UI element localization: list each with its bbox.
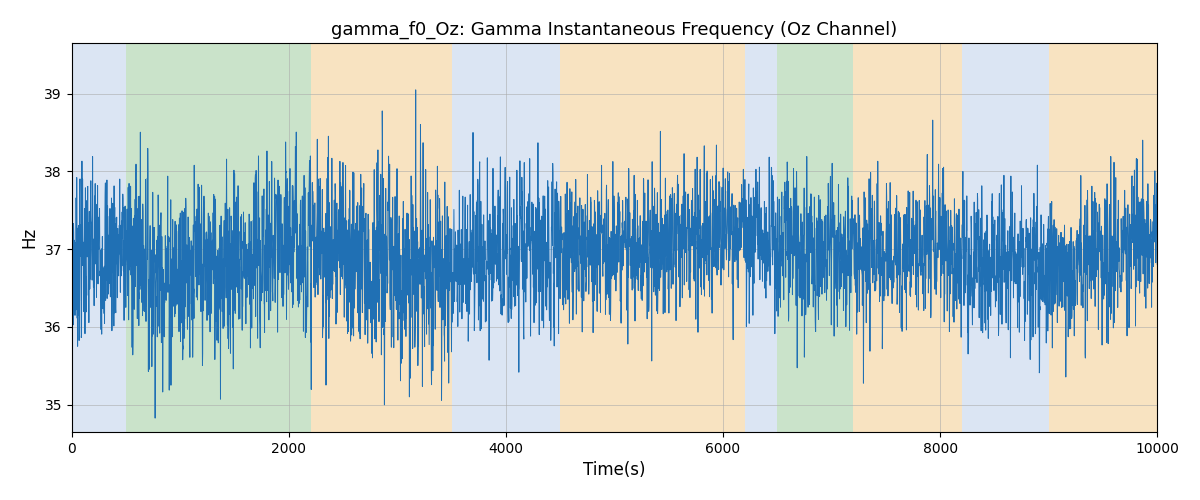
Bar [745, 43, 778, 432]
X-axis label: Time(s): Time(s) [583, 461, 646, 479]
Bar [72, 43, 126, 432]
Bar [778, 43, 853, 432]
Bar [962, 43, 1049, 432]
Y-axis label: Hz: Hz [20, 227, 38, 248]
Bar [1049, 43, 1157, 432]
Bar [451, 43, 560, 432]
Bar [853, 43, 962, 432]
Bar [126, 43, 311, 432]
Bar [311, 43, 451, 432]
Bar [560, 43, 745, 432]
Title: gamma_f0_Oz: Gamma Instantaneous Frequency (Oz Channel): gamma_f0_Oz: Gamma Instantaneous Frequen… [331, 21, 898, 39]
